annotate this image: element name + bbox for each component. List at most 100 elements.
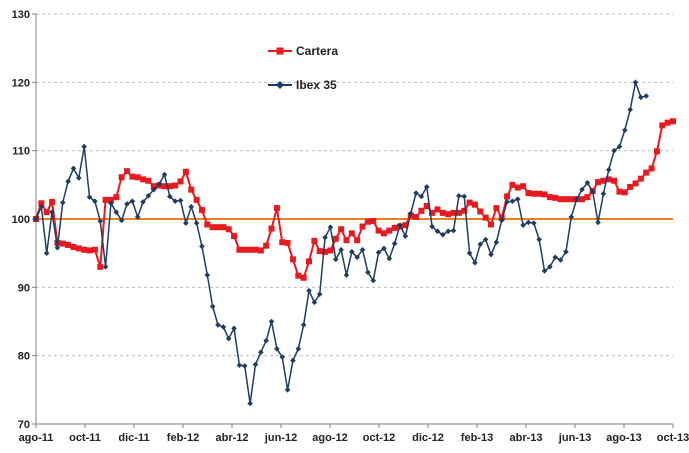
data-point [188,186,195,193]
data-point [215,224,221,231]
data-point [290,357,296,364]
data-point [209,224,216,231]
data-point [338,226,345,233]
data-point [295,272,302,279]
data-point [461,207,468,214]
data-point [611,147,617,154]
data-point [563,249,569,255]
data-point [247,400,253,407]
data-point [182,168,189,175]
data-point [600,177,607,184]
data-point [343,237,350,244]
data-point [316,248,323,255]
data-point [65,241,72,248]
data-point [145,177,152,184]
data-point [359,223,366,230]
x-tick-label: oct-12 [363,432,395,444]
data-point [632,79,639,86]
data-point [220,224,227,231]
data-point [38,203,45,210]
data-point [514,196,521,202]
data-point [241,246,248,253]
data-point [300,322,307,328]
data-point [472,259,478,266]
x-tick-label: dic-11 [118,432,149,444]
data-point [439,209,446,216]
data-point [386,227,393,234]
gridlines [36,13,673,357]
data-point [450,227,457,234]
data-point [102,196,109,203]
data-point [252,361,259,368]
data-point [525,190,532,197]
data-point [332,256,339,263]
data-point [113,209,120,215]
data-point [391,240,398,247]
data-point [284,387,291,393]
data-point [43,209,50,216]
data-point [327,247,334,254]
data-point [434,228,441,235]
x-tick-label: oct-11 [69,432,101,444]
legend-marker [276,81,284,89]
data-point [295,346,302,352]
data-point [440,231,446,238]
x-tick-label: abr-12 [215,432,248,444]
data-point [595,219,601,226]
data-point [648,165,655,172]
data-point [552,194,559,201]
data-point [509,198,516,205]
data-point [354,254,360,261]
data-point [75,245,82,252]
data-point [161,171,168,178]
data-point [375,227,382,234]
data-point [225,226,232,233]
data-point [263,337,269,344]
x-tick-label: ago-12 [312,432,347,444]
data-point [423,184,430,190]
x-tick-label: jun-13 [558,432,591,444]
data-point [343,272,350,278]
data-point [520,222,526,228]
data-point [247,246,254,253]
x-tick-label: oct-13 [657,432,689,444]
data-point [370,218,377,225]
data-point [552,254,559,261]
data-point [54,244,61,251]
data-point [402,233,409,239]
data-point [595,179,602,186]
data-point [600,190,607,197]
data-point [375,249,382,256]
data-point [113,194,120,201]
data-point [557,196,564,203]
x-tick-label: jun-12 [264,432,297,444]
data-point [637,175,644,182]
data-point [76,175,82,181]
data-point [43,250,50,256]
data-point [306,258,312,265]
data-point [514,184,521,191]
data-point [70,165,77,172]
data-point [311,299,318,306]
data-point [541,191,548,198]
y-tick-label: 90 [18,282,30,294]
data-point [124,201,130,207]
data-point [638,94,644,101]
data-point [579,186,585,193]
data-point [391,224,398,231]
y-axis-ticks: 70 80 90 100 110 120 130 [12,9,36,431]
data-point [97,263,104,270]
data-point [338,246,344,253]
y-tick-label: 70 [18,419,30,431]
x-tick-label: ago-11 [19,432,54,444]
data-point [166,183,173,190]
data-point [177,178,184,185]
data-point [188,203,195,210]
data-point [268,225,275,232]
data-point [622,127,628,133]
series-cartera [33,118,676,281]
data-point [145,192,152,199]
data-point [380,230,387,237]
data-point [316,291,323,297]
